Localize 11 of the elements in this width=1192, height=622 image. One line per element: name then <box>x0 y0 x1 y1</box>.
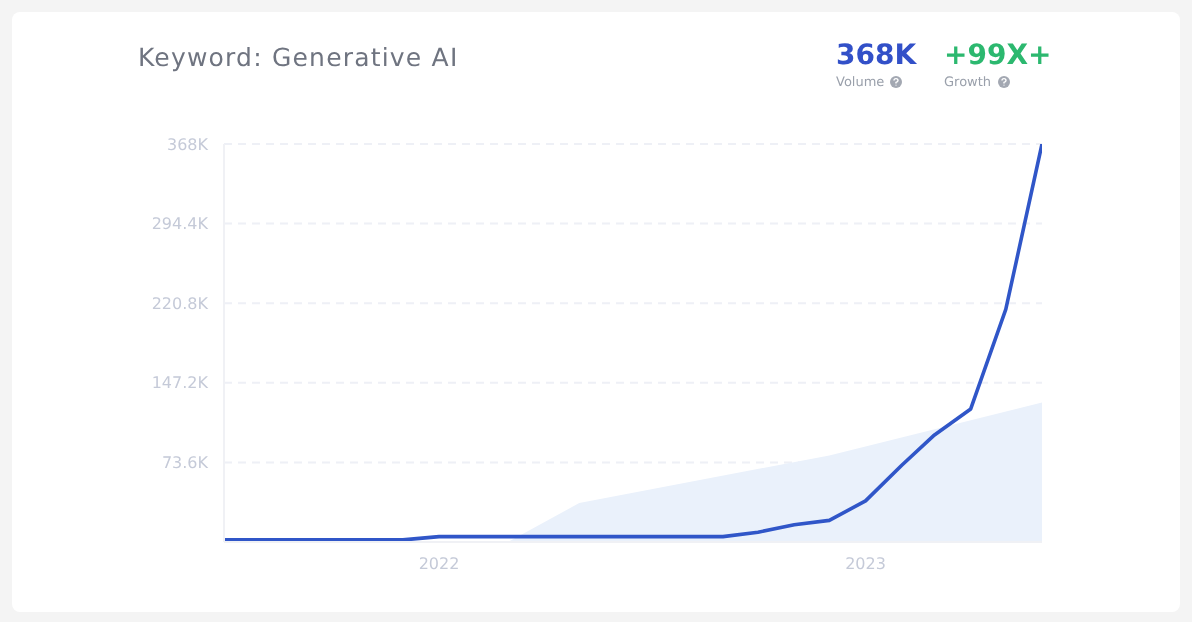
chart-title: Keyword: Generative AI <box>138 42 459 72</box>
y-tick-label: 294.4K <box>151 215 210 234</box>
text: +99X+ <box>944 40 1052 72</box>
y-tick-label: 147.2K <box>151 374 210 393</box>
text: 368K <box>836 40 917 72</box>
y-tick-label: 220.8K <box>151 294 210 313</box>
line-series <box>224 144 1042 542</box>
y-tick-label: 368K <box>166 135 210 154</box>
x-tick-label: 2022 <box>418 555 460 574</box>
x-tick-label: 2023 <box>845 555 886 574</box>
y-tick-label: 73.6K <box>161 454 210 473</box>
